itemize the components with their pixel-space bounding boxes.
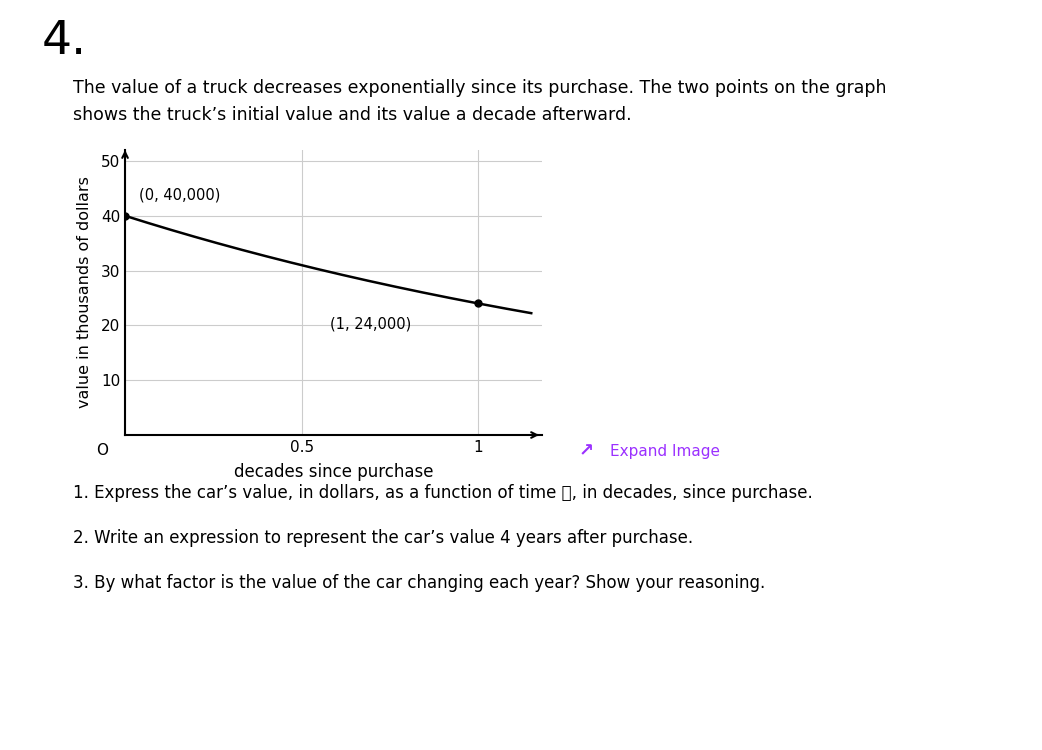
Text: 3. By what factor is the value of the car changing each year? Show your reasonin: 3. By what factor is the value of the ca… (73, 574, 765, 592)
Text: 2. Write an expression to represent the car’s value 4 years after purchase.: 2. Write an expression to represent the … (73, 529, 693, 547)
X-axis label: decades since purchase: decades since purchase (233, 464, 433, 482)
Text: (1, 24,000): (1, 24,000) (330, 316, 412, 332)
Text: (0, 40,000): (0, 40,000) (140, 188, 221, 202)
Text: The value of a truck decreases exponentially since its purchase. The two points : The value of a truck decreases exponenti… (73, 79, 887, 97)
Text: ↗: ↗ (578, 442, 594, 460)
Text: 1. Express the car’s value, in dollars, as a function of time 𝑑, in decades, sin: 1. Express the car’s value, in dollars, … (73, 484, 813, 502)
Text: 4.: 4. (42, 19, 86, 64)
Text: Expand Image: Expand Image (610, 444, 720, 459)
Text: shows the truck’s initial value and its value a decade afterward.: shows the truck’s initial value and its … (73, 106, 631, 124)
Text: O: O (96, 443, 108, 458)
Y-axis label: value in thousands of dollars: value in thousands of dollars (77, 176, 93, 409)
